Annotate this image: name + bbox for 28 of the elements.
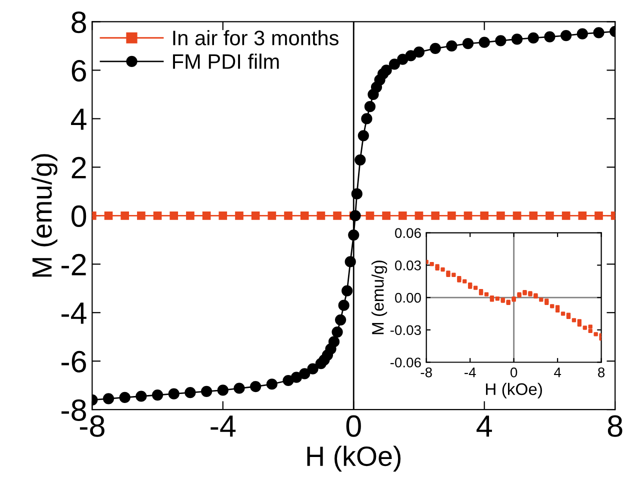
y-tick-label: -2 [62, 254, 86, 276]
x-tick-label: 0 [346, 415, 361, 437]
x-tick-label: -8 [420, 367, 432, 378]
x-axis-title: H (kOe) [307, 446, 401, 472]
y-tick-label: -0.06 [390, 358, 421, 368]
x-tick-label: 8 [598, 367, 605, 378]
x-tick-label: 8 [608, 415, 622, 437]
y-tick-label: 0.03 [395, 260, 421, 270]
y-tick-label: 2 [72, 156, 86, 178]
y-axis-title: M (emu/g) [31, 154, 58, 277]
y-tick-label: 0 [72, 205, 86, 228]
x-tick-label: 4 [554, 368, 562, 378]
legend-label: In air for 3 months [173, 30, 338, 46]
legend-label: FM PDI film [173, 54, 279, 69]
x-tick-label: -4 [464, 368, 476, 378]
y-tick-label: -0.03 [390, 325, 421, 336]
y-tick-label: 0.00 [395, 292, 421, 303]
x-axis-title: H (kOe) [486, 382, 542, 398]
y-tick-label: 4 [71, 108, 86, 130]
y-tick-label: 8 [72, 11, 86, 34]
x-tick-label: 4 [476, 416, 492, 437]
x-tick-label: 0 [510, 367, 518, 378]
y-tick-label: -4 [62, 302, 86, 324]
y-tick-label: 0.06 [395, 228, 421, 238]
x-tick-label: -4 [210, 416, 236, 437]
y-tick-label: 6 [72, 60, 86, 82]
y-axis-title: M (emu/g) [372, 260, 388, 334]
y-tick-label: -6 [62, 350, 86, 372]
